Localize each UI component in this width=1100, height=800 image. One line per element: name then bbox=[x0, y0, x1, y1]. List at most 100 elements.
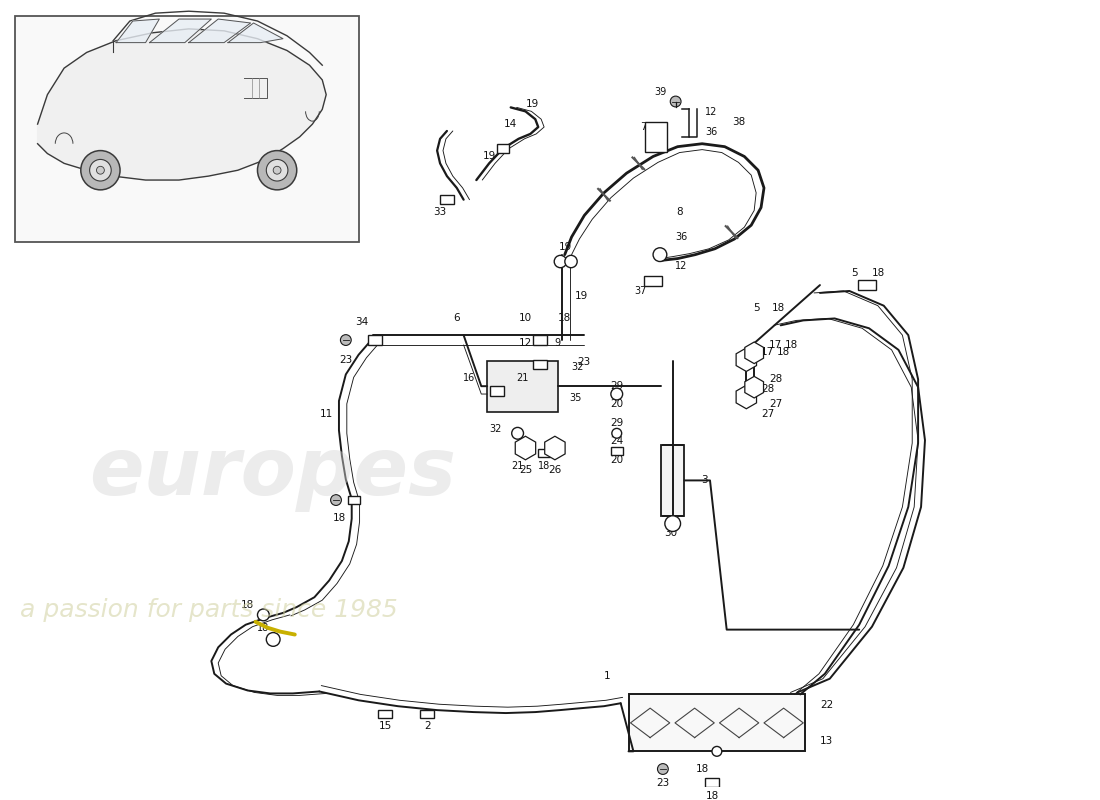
Text: 29: 29 bbox=[610, 381, 624, 391]
Text: 23: 23 bbox=[657, 778, 670, 788]
Text: 14: 14 bbox=[504, 119, 517, 129]
Text: 18: 18 bbox=[872, 268, 886, 278]
Text: 21: 21 bbox=[516, 374, 529, 383]
Bar bbox=[610, 447, 623, 455]
Bar bbox=[645, 276, 662, 286]
Text: 2: 2 bbox=[424, 721, 430, 731]
Text: 18: 18 bbox=[558, 314, 571, 323]
Circle shape bbox=[266, 159, 288, 181]
Circle shape bbox=[331, 494, 341, 506]
Polygon shape bbox=[117, 19, 160, 42]
Text: 28: 28 bbox=[761, 384, 774, 394]
Bar bbox=[538, 449, 550, 457]
Polygon shape bbox=[544, 436, 565, 460]
Polygon shape bbox=[37, 29, 327, 180]
Text: 22: 22 bbox=[821, 700, 834, 710]
Text: 5: 5 bbox=[851, 268, 858, 278]
Text: 32: 32 bbox=[571, 362, 584, 371]
Text: 7: 7 bbox=[640, 122, 647, 132]
Circle shape bbox=[97, 166, 104, 174]
Circle shape bbox=[554, 255, 566, 268]
Circle shape bbox=[664, 516, 681, 531]
Circle shape bbox=[653, 248, 667, 262]
Text: 21: 21 bbox=[512, 461, 524, 470]
Bar bbox=[490, 386, 505, 396]
Polygon shape bbox=[745, 342, 763, 364]
Text: 12: 12 bbox=[675, 262, 688, 271]
Text: 28: 28 bbox=[769, 374, 782, 384]
Bar bbox=[858, 280, 876, 290]
Text: 18: 18 bbox=[695, 764, 708, 774]
Circle shape bbox=[512, 427, 524, 439]
Text: 15: 15 bbox=[378, 721, 392, 731]
Text: 19: 19 bbox=[483, 151, 496, 162]
Text: 36: 36 bbox=[675, 232, 688, 242]
Text: 5: 5 bbox=[752, 302, 759, 313]
Bar bbox=[646, 122, 667, 151]
Text: 18: 18 bbox=[241, 600, 254, 610]
Text: 18: 18 bbox=[257, 622, 270, 633]
Circle shape bbox=[658, 764, 669, 774]
Text: 24: 24 bbox=[610, 436, 624, 446]
Text: 13: 13 bbox=[821, 735, 834, 746]
Bar bbox=[440, 195, 454, 204]
Circle shape bbox=[257, 609, 270, 621]
Text: 18: 18 bbox=[705, 790, 718, 800]
Circle shape bbox=[273, 166, 280, 174]
Text: 34: 34 bbox=[355, 318, 368, 327]
Text: 23: 23 bbox=[339, 354, 352, 365]
Text: 30: 30 bbox=[664, 529, 678, 538]
Bar bbox=[705, 778, 718, 787]
Polygon shape bbox=[515, 436, 536, 460]
Text: 39: 39 bbox=[653, 86, 667, 97]
Text: 6: 6 bbox=[453, 314, 460, 323]
Text: 36: 36 bbox=[705, 127, 717, 137]
Text: 29: 29 bbox=[610, 418, 624, 429]
Text: 18: 18 bbox=[785, 340, 799, 350]
Text: 10: 10 bbox=[519, 314, 532, 323]
Bar bbox=[628, 694, 805, 751]
Text: 3: 3 bbox=[701, 475, 707, 486]
Polygon shape bbox=[745, 376, 763, 398]
Text: 20: 20 bbox=[610, 399, 624, 409]
Bar bbox=[534, 335, 547, 345]
Bar bbox=[15, 16, 359, 242]
Text: a passion for parts since 1985: a passion for parts since 1985 bbox=[20, 598, 398, 622]
Text: 18: 18 bbox=[332, 513, 345, 522]
Text: 27: 27 bbox=[769, 399, 782, 409]
Circle shape bbox=[610, 388, 623, 400]
Text: 19: 19 bbox=[559, 242, 572, 252]
Polygon shape bbox=[189, 19, 251, 42]
Polygon shape bbox=[736, 348, 757, 371]
Polygon shape bbox=[736, 386, 757, 409]
Circle shape bbox=[670, 96, 681, 107]
Text: 16: 16 bbox=[463, 374, 475, 383]
Text: 32: 32 bbox=[488, 424, 502, 434]
Text: 25: 25 bbox=[519, 465, 532, 474]
Bar bbox=[420, 710, 434, 718]
Text: 27: 27 bbox=[761, 409, 774, 418]
Circle shape bbox=[89, 159, 111, 181]
Circle shape bbox=[257, 150, 297, 190]
Bar bbox=[368, 335, 382, 345]
Bar bbox=[378, 710, 392, 718]
Text: 37: 37 bbox=[634, 286, 647, 296]
Text: 8: 8 bbox=[676, 207, 683, 218]
Circle shape bbox=[612, 428, 621, 438]
Text: 11: 11 bbox=[320, 409, 333, 418]
Bar bbox=[661, 445, 684, 516]
Polygon shape bbox=[228, 23, 283, 42]
Text: 18: 18 bbox=[538, 461, 550, 470]
Text: 1: 1 bbox=[604, 670, 611, 681]
Circle shape bbox=[564, 255, 578, 268]
Text: 9: 9 bbox=[554, 338, 561, 348]
Text: 18: 18 bbox=[772, 302, 785, 313]
Text: 33: 33 bbox=[433, 207, 447, 218]
Text: 19: 19 bbox=[575, 291, 589, 301]
Text: 19: 19 bbox=[526, 99, 539, 110]
Text: 26: 26 bbox=[548, 465, 561, 474]
Bar bbox=[348, 496, 360, 504]
Text: 38: 38 bbox=[732, 117, 745, 127]
Text: 12: 12 bbox=[519, 338, 532, 348]
Circle shape bbox=[340, 334, 351, 346]
